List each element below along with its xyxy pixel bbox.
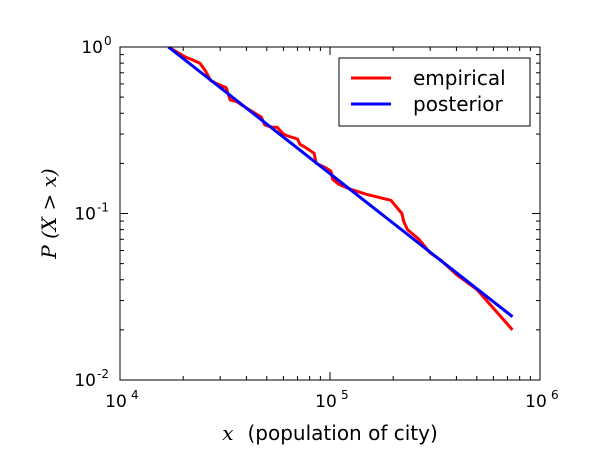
series-line-posterior: [167, 47, 514, 318]
ticks: 10 4 10 5 10 610 010 -110 -2: [74, 34, 558, 412]
y-axis-label: P (X > x): [37, 168, 61, 259]
x-tick-exponent: 5: [341, 388, 349, 402]
x-tick-exponent: 6: [551, 388, 559, 402]
x-axis-label: x (population of city): [222, 421, 438, 445]
x-tick-label: 10: [315, 392, 337, 412]
y-tick-label: 10: [81, 38, 103, 58]
y-tick-exponent: -2: [97, 367, 109, 381]
y-tick-exponent: 0: [104, 34, 112, 48]
legend-box: [338, 57, 531, 127]
legend-label-posterior: posterior: [413, 92, 504, 116]
legend-label-empirical: empirical: [413, 66, 506, 90]
y-tick-label: 10: [74, 205, 96, 225]
x-axis-label-math: x: [222, 421, 233, 445]
x-tick-label: 10: [525, 392, 547, 412]
x-tick-label: 10: [105, 392, 127, 412]
y-tick-label: 10: [74, 371, 96, 391]
axis-labels: x (population of city) P (X > x): [37, 168, 438, 445]
series-group: [167, 47, 514, 331]
x-axis-label-text: (population of city): [248, 421, 438, 445]
x-tick-exponent: 4: [131, 388, 139, 402]
y-tick-exponent: -1: [97, 201, 109, 215]
